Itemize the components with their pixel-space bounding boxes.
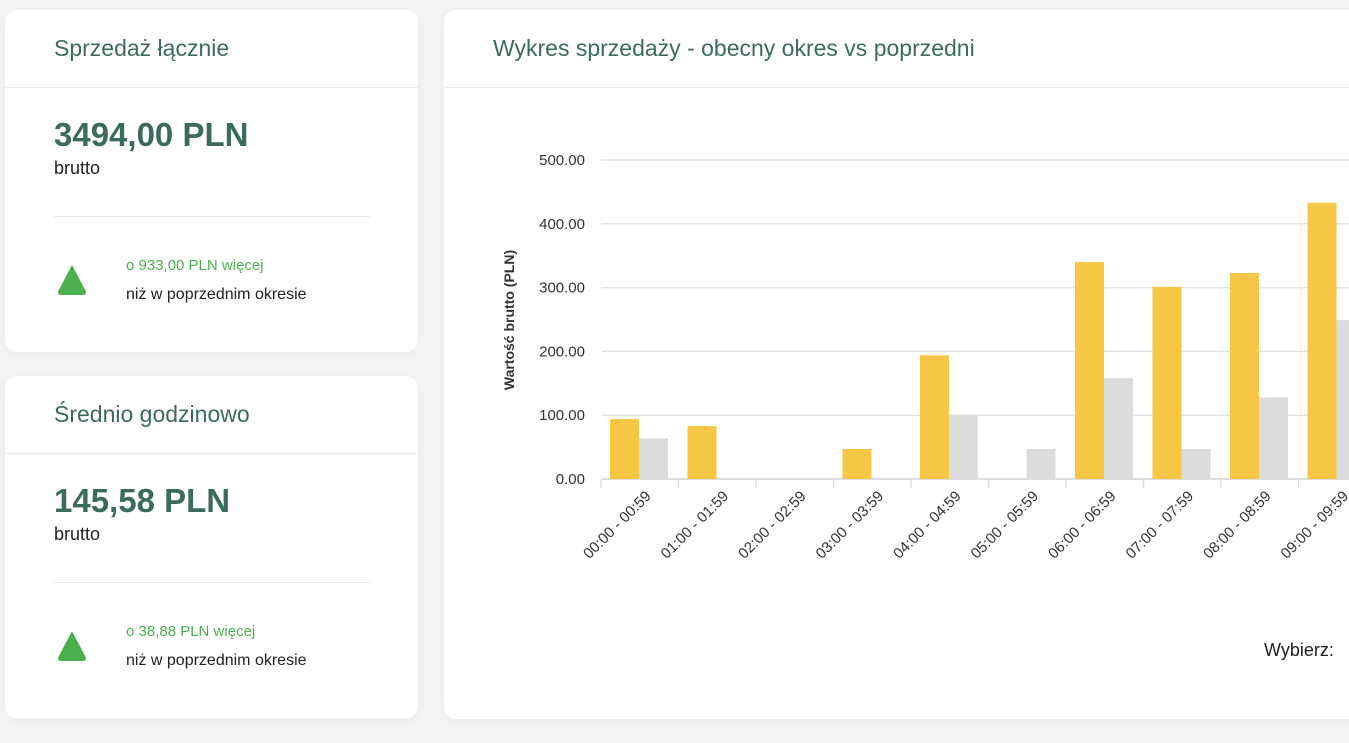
y-tick-label: 0.00 [556, 471, 585, 488]
bar-current [1230, 272, 1259, 479]
bar-previous [1259, 397, 1288, 479]
unit-label: brutto [54, 524, 101, 544]
bar-previous [1104, 378, 1133, 479]
difference-text: o 38,88 PLN więcej [126, 623, 256, 640]
y-axis-title: Wartość brutto (PLN) [501, 250, 517, 390]
bar-current [1075, 262, 1104, 479]
x-tick-label: 02:00 - 02:59 [735, 488, 810, 563]
bar-previous [1026, 449, 1056, 479]
bar-previous [1181, 449, 1211, 479]
card-title: Średnio godzinowo [5, 376, 418, 454]
unit-label: brutto [54, 158, 101, 178]
difference-text: o 933,00 PLN więcej [126, 257, 264, 274]
bar-previous [1336, 320, 1349, 479]
x-tick-label: 03:00 - 03:59 [813, 488, 888, 563]
triangle-up-icon [58, 632, 86, 661]
x-tick-label: 00:00 - 00:59 [580, 488, 655, 563]
card-title: Sprzedaż łącznie [5, 10, 418, 88]
bar-current [610, 419, 639, 479]
x-tick-label: 06:00 - 06:59 [1045, 488, 1120, 563]
x-tick-label: 07:00 - 07:59 [1123, 488, 1198, 563]
chart-title: Wykres sprzedaży - obecny okres vs poprz… [444, 10, 1349, 88]
bar-current [1307, 202, 1337, 479]
divider [54, 582, 370, 583]
comparison-note: niż w poprzednim okresie [126, 286, 307, 303]
hourly-average-value: 145,58 PLN [54, 482, 231, 519]
sales-chart-card: Wykres sprzedaży - obecny okres vs poprz… [444, 10, 1349, 719]
y-tick-label: 300.00 [539, 280, 585, 297]
x-tick-label: 01:00 - 01:59 [658, 488, 733, 563]
bar-current [842, 449, 872, 479]
y-tick-label: 400.00 [539, 216, 585, 233]
total-sales-card: Sprzedaż łącznie 3494,00 PLN brutto o 93… [5, 10, 418, 352]
bar-current [920, 355, 949, 479]
x-tick-label: 05:00 - 05:59 [968, 488, 1043, 563]
total-sales-value: 3494,00 PLN [54, 116, 249, 153]
bar-previous [949, 415, 978, 479]
comparison-note: niż w poprzednim okresie [126, 652, 307, 669]
triangle-up-icon [58, 266, 86, 295]
bar-current [1152, 286, 1182, 479]
bar-current [687, 426, 717, 479]
period-select-label[interactable]: Wybierz: [1264, 640, 1334, 660]
y-tick-label: 100.00 [539, 407, 585, 424]
x-tick-label: 08:00 - 08:59 [1200, 488, 1275, 563]
x-tick-label: 09:00 - 09:59 [1278, 488, 1349, 563]
hourly-average-card: Średnio godzinowo 145,58 PLN brutto o 38… [5, 376, 418, 718]
divider [54, 216, 370, 217]
y-tick-label: 200.00 [539, 343, 585, 360]
bar-previous [639, 438, 668, 479]
sales-bar-chart: 0.00 100.00 200.00 300.00 400.00 500.00 00:00 … [501, 152, 1349, 563]
x-tick-label: 04:00 - 04:59 [890, 488, 965, 563]
y-tick-label: 500.00 [539, 152, 585, 169]
